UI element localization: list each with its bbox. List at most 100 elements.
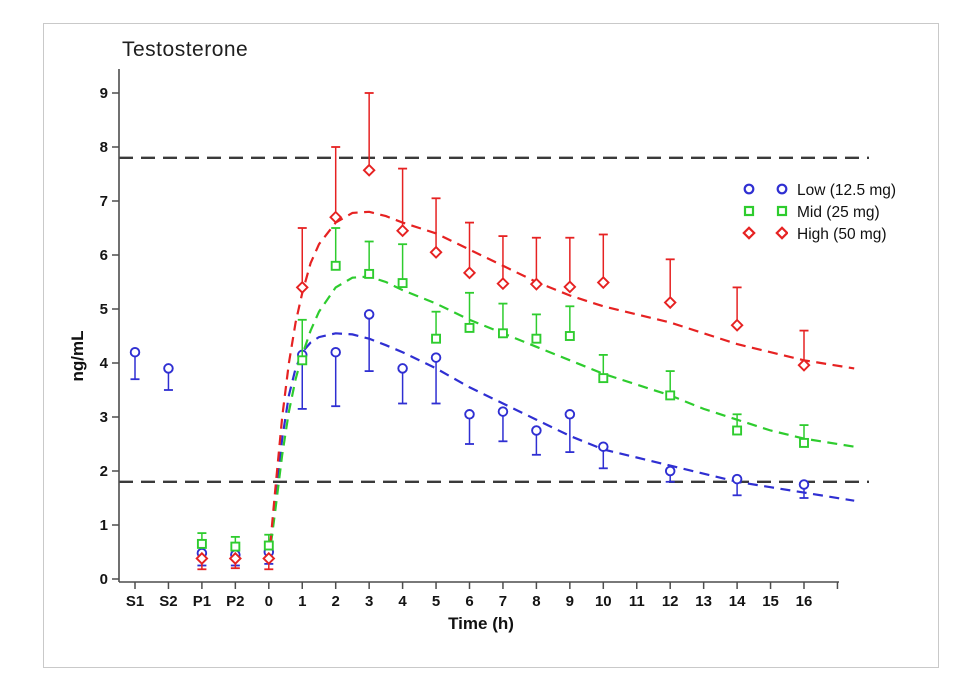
data-point-circle (564, 409, 576, 420)
y-tick-label: 4 (100, 355, 109, 372)
data-point-square (297, 355, 308, 366)
legend-markers-mid (741, 203, 788, 224)
legend-label-high: High (50 mg) (797, 226, 887, 243)
data-point-circle (363, 309, 375, 320)
legend-label-low: Low (12.5 mg) (797, 182, 897, 199)
data-point-diamond (529, 277, 543, 291)
legend-markers-low (741, 181, 788, 202)
data-point-square (263, 540, 274, 551)
data-point-circle (497, 406, 509, 417)
figure-panel: 0 1 2 3 4 5 6 7 8 9 S1 S2 P1 P2 0 1 2 3 4 5 6 7 8 9 10 11 12 13 14 15… (43, 23, 939, 668)
data-point-circle (731, 473, 743, 485)
y-tick-label: 6 (100, 247, 108, 264)
circle-legend-icon (743, 183, 788, 194)
data-point-circle (330, 346, 341, 358)
x-tick-label: 0 (265, 593, 273, 610)
y-tick-label: 3 (100, 409, 108, 426)
data-point-square (564, 331, 575, 341)
data-point-square (743, 205, 755, 216)
data-point-diamond (596, 275, 610, 290)
data-point-circle (598, 441, 609, 452)
data-point-diamond (742, 225, 756, 240)
legend: Low (12.5 mg) Mid (25 mg) High (50 mg) (741, 180, 896, 246)
data-point-circle (664, 465, 676, 477)
x-tick-label: 9 (566, 593, 574, 610)
data-point-diamond (429, 245, 443, 259)
chart-title: Testosterone (122, 38, 249, 61)
y-tick-label: 2 (100, 463, 108, 480)
diamond-legend-icon (742, 225, 789, 240)
legend-label-mid: Mid (25 mg) (797, 204, 880, 221)
data-point-square (531, 333, 542, 344)
data-point-diamond (775, 225, 789, 240)
x-tick-label: 5 (432, 593, 440, 610)
y-tick-label: 0 (100, 571, 108, 588)
fit-curve-low-fit (267, 332, 855, 561)
data-point-diamond (563, 280, 577, 294)
x-tick-label: 3 (365, 593, 373, 610)
x-tick-label: 2 (332, 593, 340, 610)
axes (118, 69, 839, 583)
data-point-diamond (362, 163, 376, 177)
x-tick-label: 8 (532, 593, 540, 610)
fit-curve-mid-fit (267, 275, 855, 561)
data-point-diamond (396, 224, 410, 238)
data-point-square (464, 322, 475, 333)
data-point-square (498, 328, 508, 339)
data-point-circle (397, 363, 408, 374)
data-point-circle (129, 346, 141, 358)
y-axis-label: ng/mL (68, 330, 87, 382)
x-tick-label: 14 (729, 593, 746, 610)
x-tick-label: 15 (762, 593, 779, 610)
data-point-diamond (262, 551, 276, 566)
data-point-square (196, 538, 207, 549)
data-point-diamond (797, 358, 811, 372)
x-tick-label: 16 (796, 593, 813, 610)
data-point-square (397, 278, 408, 289)
y-tick-label: 1 (100, 517, 108, 534)
data-point-square (330, 260, 341, 271)
data-point-circle (798, 479, 810, 490)
data-point-square (665, 390, 676, 401)
x-tick-label: P1 (193, 593, 211, 610)
data-point-circle (430, 352, 442, 363)
x-tick-label: 4 (398, 593, 407, 610)
y-tick-label: 5 (100, 301, 108, 318)
x-tick-label: S2 (159, 593, 177, 610)
data-point-diamond (663, 295, 677, 310)
x-tick-label: 1 (298, 593, 306, 610)
x-tick-label: 11 (629, 593, 645, 610)
data-point-square (230, 541, 241, 552)
series-square (196, 227, 809, 552)
x-tick-label: 7 (499, 593, 507, 610)
x-axis-label: Time (h) (448, 614, 514, 633)
data-point-circle (776, 183, 788, 194)
legend-item-low: Low (12.5 mg) (741, 180, 896, 202)
data-point-circle (163, 363, 174, 374)
legend-markers-high (741, 225, 789, 246)
y-tick-label: 7 (100, 193, 108, 210)
x-tick-label: 13 (695, 593, 712, 610)
data-point-diamond (462, 266, 477, 280)
x-tick-label: 6 (465, 593, 473, 610)
x-tick-label: 10 (595, 593, 612, 610)
x-tick-label: S1 (126, 593, 144, 610)
series-circle (129, 309, 810, 567)
y-tick-label: 8 (100, 139, 108, 156)
data-point-diamond (496, 277, 510, 291)
data-point-square (776, 205, 788, 216)
data-point-circle (531, 425, 542, 436)
data-point-diamond (730, 318, 744, 332)
data-point-diamond (329, 210, 343, 224)
fit-curve-high-fit (267, 210, 855, 561)
y-tick-label: 9 (100, 85, 108, 102)
data-point-diamond (228, 551, 242, 566)
legend-item-high: High (50 mg) (741, 224, 896, 246)
square-legend-icon (743, 205, 788, 216)
data-point-square (799, 437, 809, 448)
data-point-square (364, 268, 375, 279)
series-diamond (195, 92, 811, 571)
data-point-circle (464, 409, 475, 420)
data-point-diamond (195, 551, 209, 566)
